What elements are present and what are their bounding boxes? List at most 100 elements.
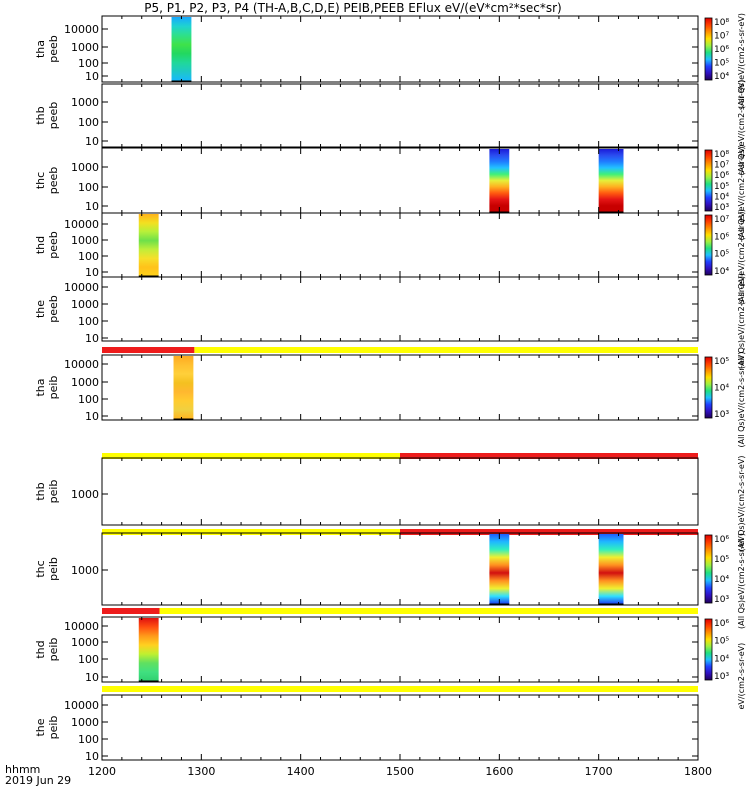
spectrogram-block (598, 149, 624, 212)
colorbar-tick-label: 10⁴ (714, 192, 729, 202)
y-tick-label: 1000 (71, 234, 99, 247)
colorbar-tick-label: 10⁷ (714, 32, 729, 42)
panel-label: the peib (34, 716, 60, 740)
colorbar-unit: (All Qs)eV/(cm2-s-sr-eV) (737, 209, 746, 305)
x-tick-label: 1300 (187, 765, 215, 778)
y-tick-label: 10000 (64, 23, 99, 36)
panel-label: tha peeb (34, 35, 60, 63)
panel-frame (101, 694, 699, 761)
colorbar (704, 356, 713, 419)
colorbar-tick-label: 10³ (714, 410, 729, 420)
colorbar-unit-label: (All Qs)eV/(cm2-s-sr-eV) (737, 533, 746, 629)
y-tick-label: 1000 (71, 41, 99, 54)
flag-segment-red (400, 529, 698, 535)
panel-product-label: peib (47, 638, 60, 662)
panel-label: thb peib (34, 480, 60, 504)
colorbar-tick-label: 10⁶ (714, 171, 729, 181)
colorbar-unit-label: (All Qs)eV/(cm2-s-sr-eV) (737, 80, 746, 176)
colorbar-tick-label: 10⁵ (714, 250, 729, 260)
y-tick-label: 1000 (71, 636, 99, 649)
colorbar-unit-label: (All Qs)eV/(cm2-s-sr-eV) (737, 145, 746, 241)
colorbar-tick-label: 10⁶ (714, 45, 729, 55)
spectrogram-block (171, 17, 192, 81)
panel-label: tha peib (34, 376, 60, 400)
panel-label: thc peeb (34, 167, 60, 195)
y-tick-label: 1000 (71, 488, 99, 501)
colorbar-tick-label: 10³ (714, 203, 729, 213)
colorbar-tick-label: 10³ (714, 595, 729, 605)
y-tick-label: 10000 (64, 699, 99, 712)
y-tick-label: 100 (78, 250, 99, 263)
colorbar-unit-label: (All Qs)eV/(cm2-s-sr-eV) (737, 13, 746, 109)
panel-product-label: peib (47, 376, 60, 400)
y-tick-label: 10 (85, 332, 99, 345)
panel-product-label: peib (47, 716, 60, 740)
panel-product-label: peib (47, 480, 60, 504)
y-tick-label: 10 (85, 410, 99, 423)
y-tick-label: 1000 (71, 376, 99, 389)
y-tick-label: 1000 (71, 161, 99, 174)
colorbar-unit-label: (All Qs)eV/(cm2-s-sr-eV) (737, 456, 746, 552)
y-tick-label: 10 (85, 750, 99, 763)
y-tick-label: 10000 (64, 281, 99, 294)
y-tick-label: 10 (85, 135, 99, 148)
panel-frame (101, 616, 699, 683)
panel-probe-label: thc (34, 172, 47, 189)
x-tick-label: 1400 (287, 765, 315, 778)
y-tick-label: 100 (78, 653, 99, 666)
colorbar-tick-label: 10⁸ (714, 150, 729, 160)
panel-frame (101, 212, 699, 278)
colorbar-tick-label: 10⁶ (714, 535, 729, 545)
y-tick-label: 100 (78, 315, 99, 328)
colorbar-tick-label: 10⁶ (714, 619, 729, 629)
panel-frame (101, 83, 699, 148)
y-tick-label: 100 (78, 57, 99, 70)
panel-probe-label: thc (34, 560, 47, 577)
x-tick-label: 1700 (585, 765, 613, 778)
flag-segment-red (102, 347, 195, 353)
colorbar-tick-label: 10³ (714, 672, 729, 682)
colorbar (704, 534, 713, 604)
panel-frame (101, 276, 699, 342)
colorbar-unit: (All Qs)eV/(cm2-s-sr-eV) (737, 80, 746, 176)
spectrogram-block (489, 149, 510, 212)
colorbar-tick-label: 10⁵ (714, 182, 729, 192)
colorbar-unit: (All Qs)eV/(cm2-s-sr-eV) (737, 533, 746, 629)
y-tick-label: 10000 (64, 358, 99, 371)
y-tick-label: 100 (78, 181, 99, 194)
colorbar-unit: (All Qs)eV/(cm2-s-sr-eV) (737, 352, 746, 448)
y-tick-label: 10 (85, 266, 99, 279)
y-tick-label: 10 (85, 200, 99, 213)
colorbar-tick-label: 10⁸ (714, 18, 729, 28)
panel-product-label: peib (47, 557, 60, 581)
x-tick-label: 1200 (88, 765, 116, 778)
colorbar-tick-label: 10⁷ (714, 161, 729, 171)
y-tick-label: 1000 (71, 298, 99, 311)
spectrogram-block (489, 534, 510, 604)
panel-probe-label: the (34, 718, 47, 736)
colorbar-tick-label: 10⁴ (714, 654, 729, 664)
panel-probe-label: thb (34, 482, 47, 500)
panel-label: thb peeb (34, 102, 60, 130)
panel-product-label: peeb (47, 295, 60, 323)
colorbar-tick-label: 10⁵ (714, 357, 729, 367)
colorbar-tick-label: 10⁵ (714, 555, 729, 565)
y-tick-label: 1000 (71, 716, 99, 729)
colorbar-tick-label: 10⁷ (714, 215, 729, 225)
time-axis-label: hhmm (5, 763, 41, 776)
y-tick-label: 10 (85, 671, 99, 684)
panel-product-label: peeb (47, 102, 60, 130)
panel-probe-label: thd (34, 236, 47, 254)
colorbar-unit-label: (All Qs)eV/(cm2-s-sr-eV) (737, 209, 746, 305)
colorbar-unit-label: (All Qs)eV/(cm2-s-sr-eV) (737, 273, 746, 369)
panel-probe-label: tha (34, 40, 47, 58)
spectrogram-block (138, 214, 159, 276)
colorbar-unit: (All Qs)eV/(cm2-s-sr-eV) (737, 145, 746, 241)
colorbar-unit: (All Qs)eV/(cm2-s-sr-eV) (737, 13, 746, 109)
panel-label: thd peib (34, 638, 60, 662)
y-tick-label: 1000 (71, 564, 99, 577)
flag-segment-yellow (102, 529, 400, 535)
y-tick-label: 10000 (64, 218, 99, 231)
colorbar-tick-label: 10⁴ (714, 72, 729, 82)
